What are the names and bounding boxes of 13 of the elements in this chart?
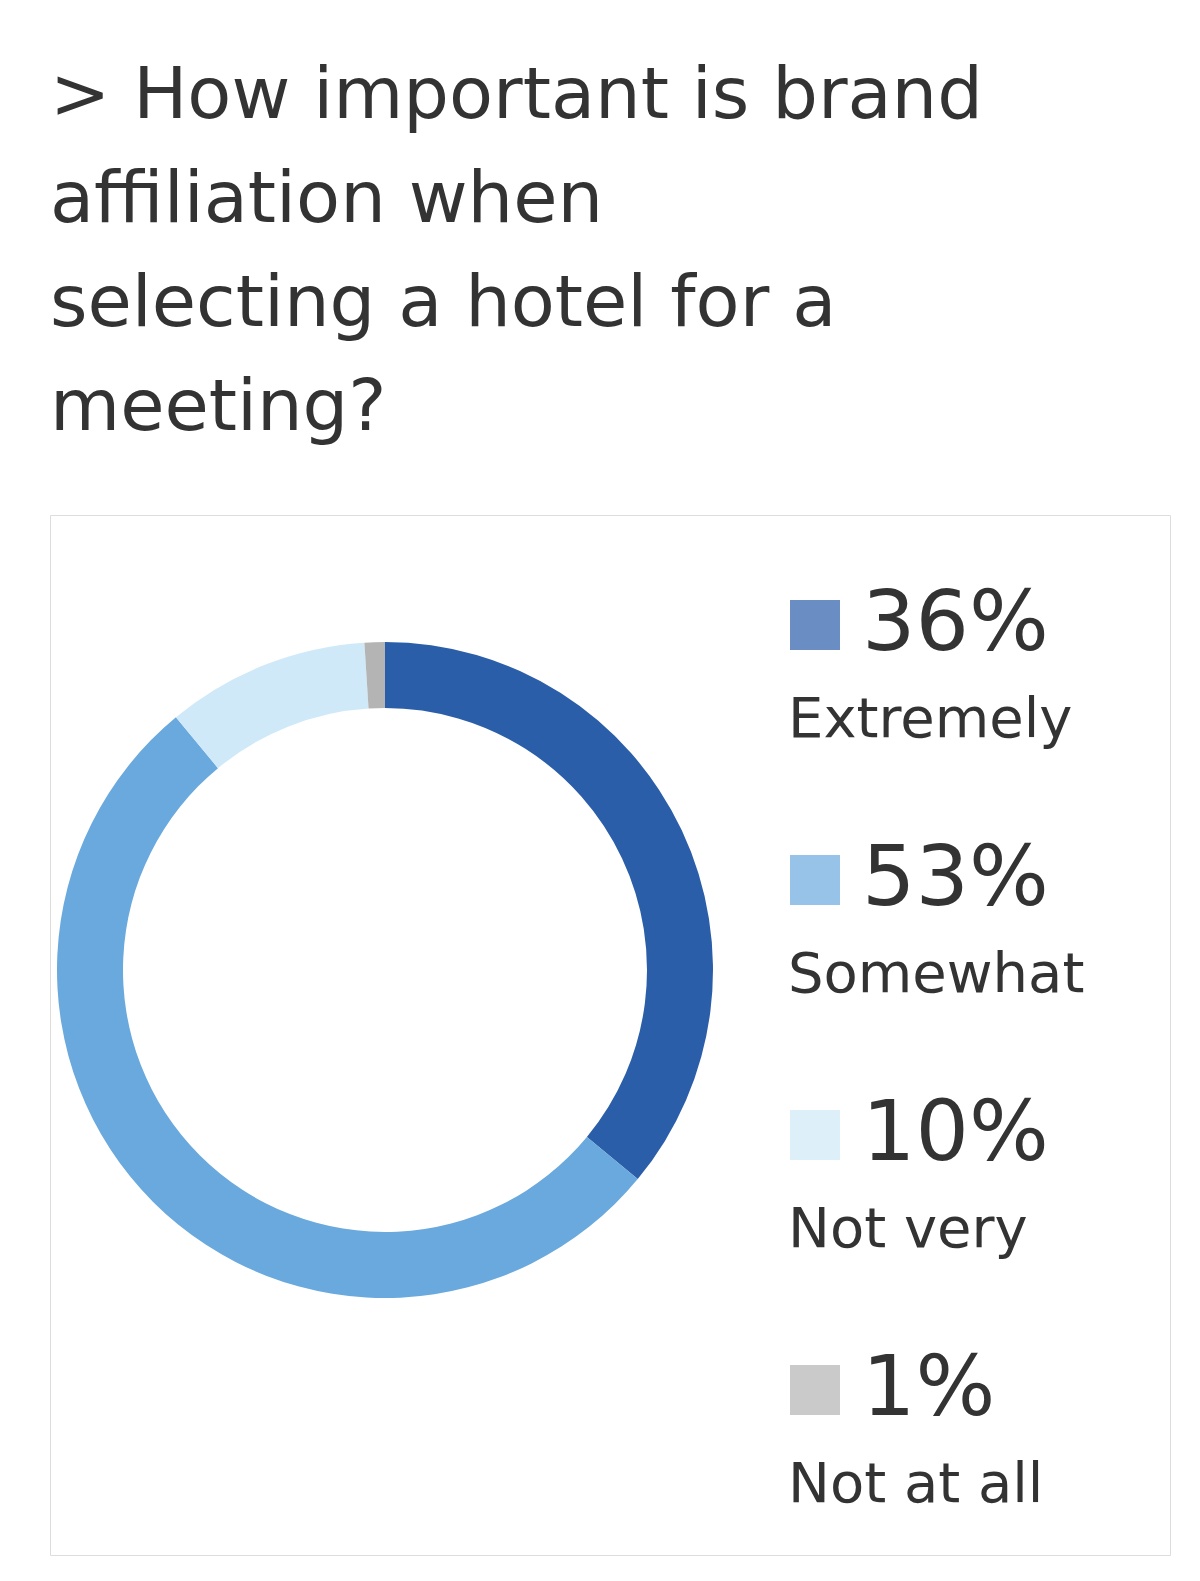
- legend-label: Extremely: [788, 685, 1073, 750]
- data-label: 1%: [862, 1337, 996, 1435]
- donut-slice: [57, 717, 638, 1298]
- data-label: 53%: [862, 827, 1049, 925]
- donut-slice: [364, 642, 385, 709]
- chart-title: > How important is brand affiliation when selecting a hotel for a meeting?: [50, 51, 983, 447]
- donut-slice: [385, 642, 713, 1180]
- donut-slice: [175, 642, 369, 769]
- legend-label: Not at all: [788, 1450, 1044, 1515]
- data-label: 36%: [862, 572, 1049, 670]
- data-label: 10%: [862, 1082, 1049, 1180]
- legend-label: Not very: [788, 1195, 1028, 1260]
- legend-label: Somewhat: [788, 940, 1085, 1005]
